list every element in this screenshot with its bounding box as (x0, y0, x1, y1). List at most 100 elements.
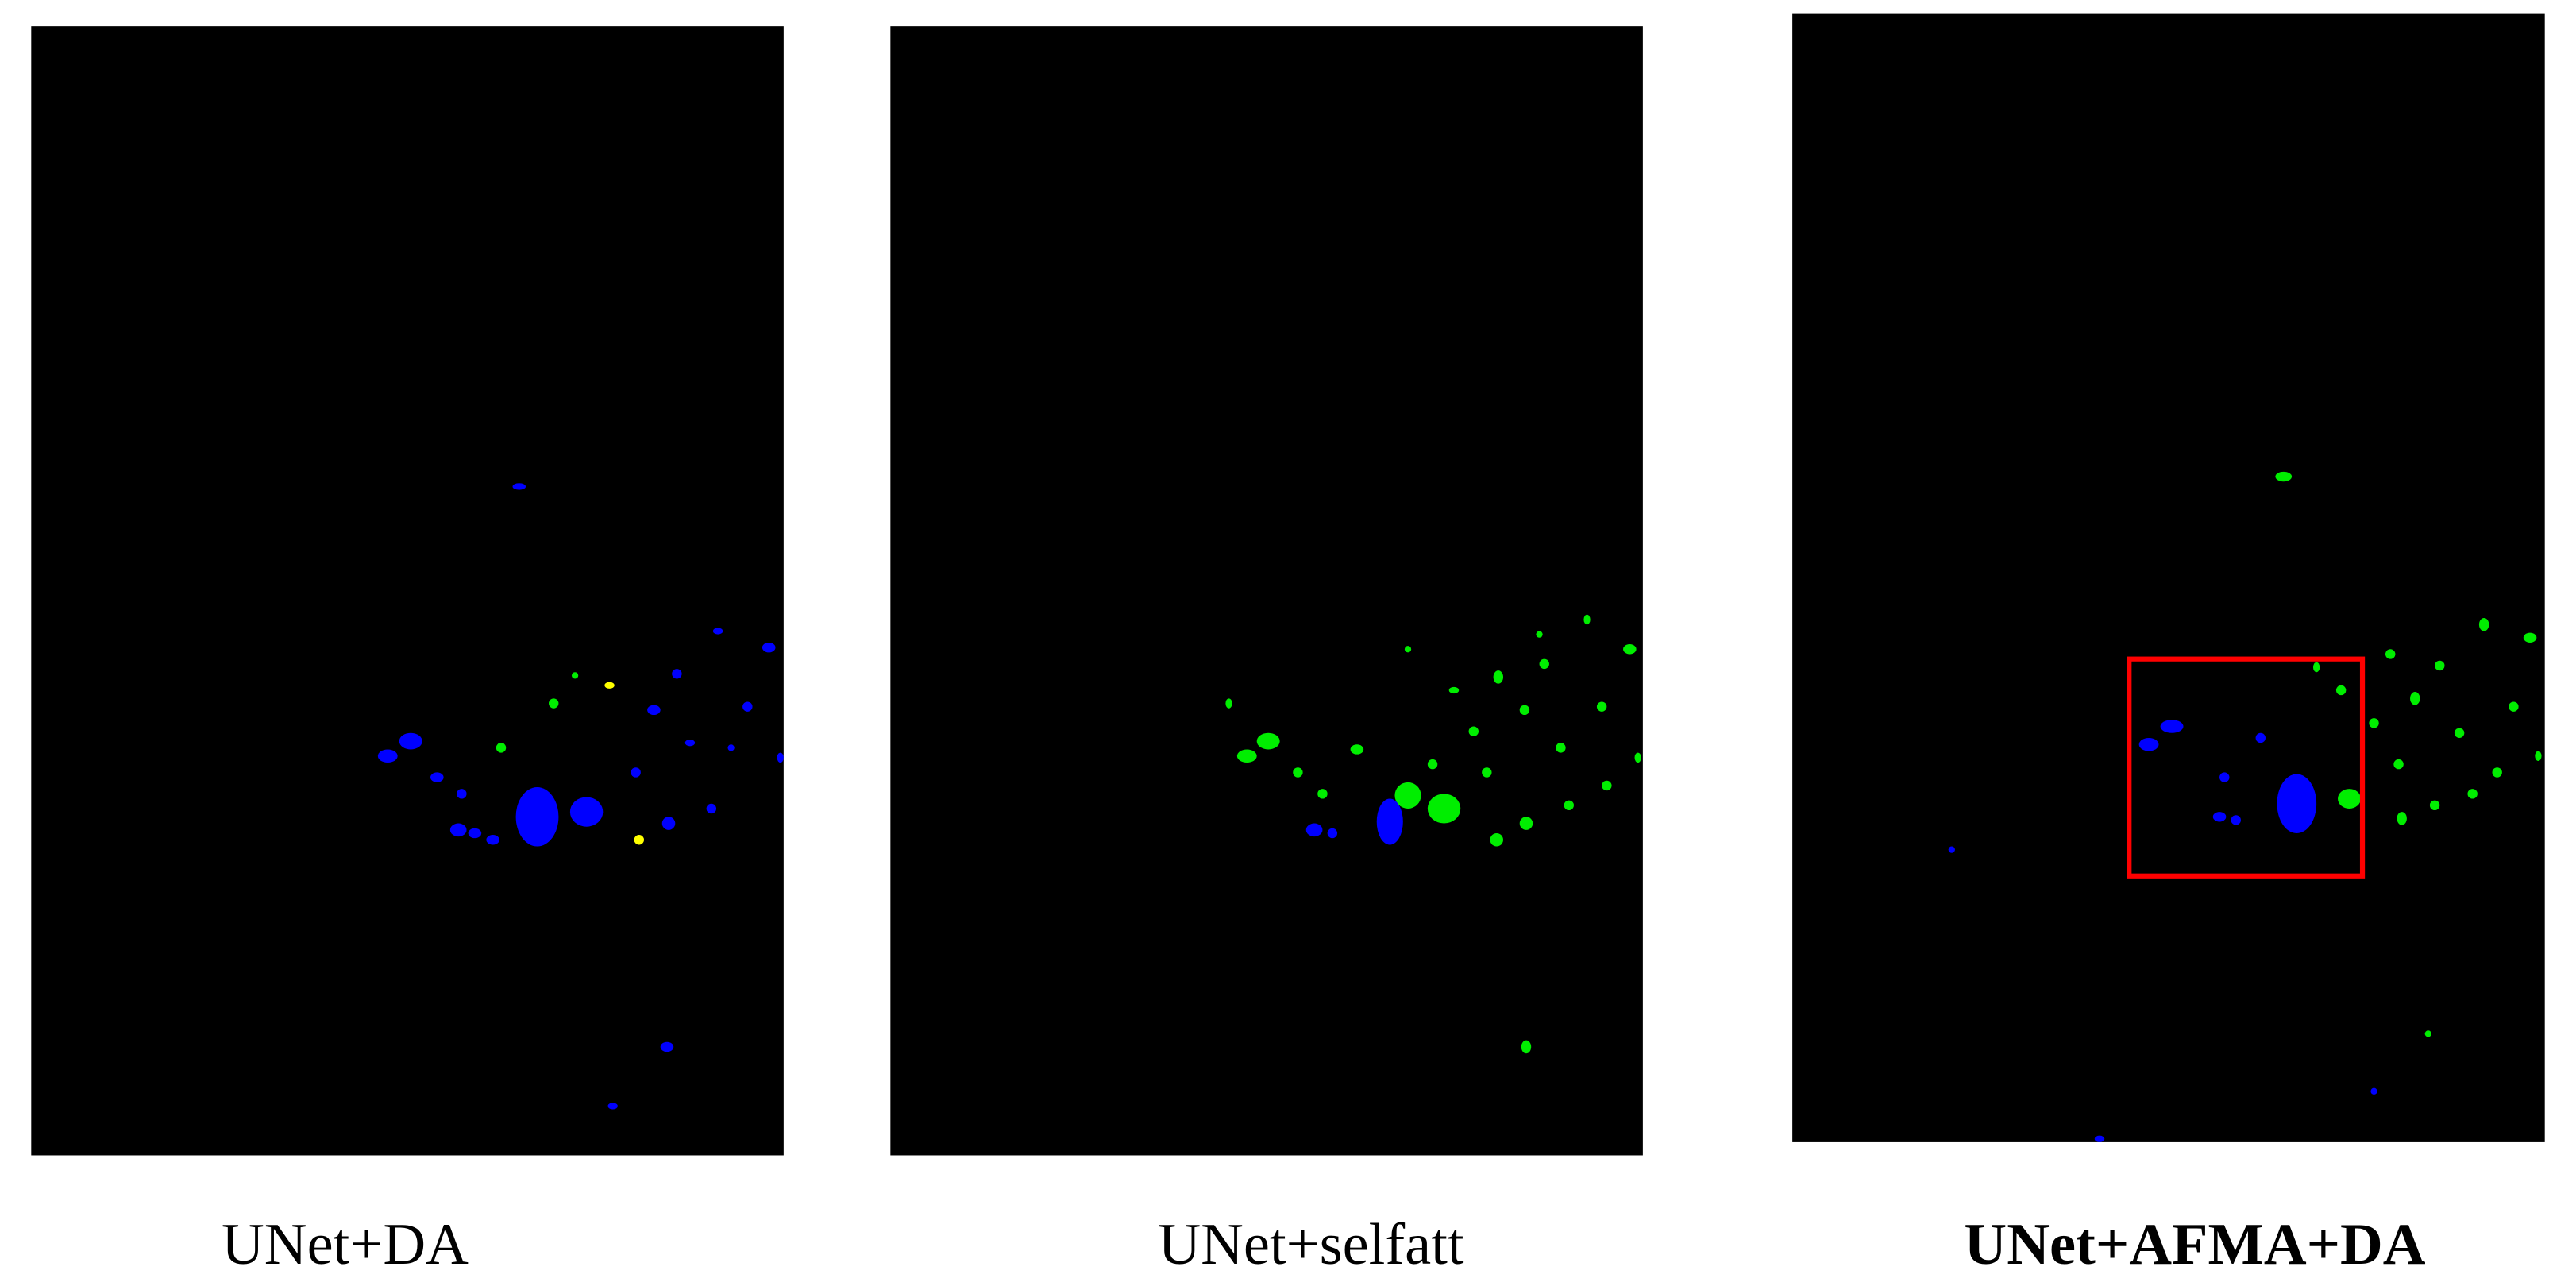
segment-blob (512, 483, 526, 490)
panel-1: UNet+DA (31, 26, 784, 1277)
segment-blob (399, 732, 422, 750)
segment-blob (2160, 720, 2184, 733)
segment-blob (2094, 1135, 2105, 1142)
segment-blob (571, 672, 579, 679)
caption: UNet+AFMA+DA (1964, 1212, 2425, 1277)
segment-blob (2454, 728, 2465, 738)
segment-blob (1376, 798, 1403, 845)
segments (1225, 614, 1641, 1054)
segment-blob (2410, 692, 2420, 705)
segments (1948, 471, 2542, 1142)
segment-blob (2535, 751, 2542, 761)
segment-blob (2138, 737, 2159, 751)
segment-blob (2478, 617, 2489, 631)
segment-blob (496, 743, 507, 753)
segment-blob (1305, 823, 1323, 837)
segment-blob (1583, 614, 1591, 625)
segment-blob (1596, 701, 1607, 712)
segment-blob (1482, 767, 1492, 778)
segment-blob (2393, 759, 2404, 770)
segment-blob (1634, 752, 1641, 763)
segment-blob (2397, 812, 2407, 825)
segment-blob (1225, 698, 1232, 709)
segment-blob (712, 628, 723, 635)
segment-blob (1448, 686, 1460, 694)
segment-blob (2275, 471, 2293, 482)
segment-blob (377, 749, 398, 763)
segment-blob (2429, 800, 2440, 811)
segment-blob (1556, 743, 1566, 753)
segment-blob (449, 823, 467, 837)
segment-blob (1521, 1040, 1532, 1054)
segmentation-image (890, 26, 1643, 1156)
segment-blob (1564, 800, 1574, 811)
segment-blob (1293, 767, 1303, 778)
segment-blob (672, 669, 682, 679)
segment-blob (549, 698, 559, 709)
panel-2: UNet+selfatt (890, 26, 1643, 1277)
segment-blob (515, 787, 559, 847)
segmentation-image (1792, 13, 2545, 1142)
segment-blob (1493, 670, 1504, 684)
highlight-box (2127, 656, 2366, 879)
segment-blob (684, 740, 696, 747)
segment-blob (1468, 726, 1479, 736)
segment-blob (762, 642, 776, 653)
segment-blob (1519, 705, 1530, 716)
caption: UNet+DA (222, 1212, 469, 1277)
segment-blob (661, 817, 676, 830)
segment-blob (2338, 789, 2361, 809)
segment-blob (1602, 780, 1612, 791)
segment-blob (1317, 789, 1328, 799)
segment-blob (604, 682, 615, 689)
segment-blob (1236, 749, 1257, 763)
segment-blob (2492, 767, 2502, 778)
segment-blob (430, 772, 444, 782)
segment-blob (2509, 701, 2519, 712)
segment-blob (1427, 759, 1438, 770)
segment-blob (2255, 732, 2266, 743)
segment-blob (1394, 782, 1421, 809)
segment-blob (2424, 1030, 2431, 1037)
segment-blob (2335, 685, 2347, 696)
segment-blob (2231, 815, 2241, 825)
segment-blob (2312, 662, 2320, 673)
segment-blob (647, 705, 661, 716)
segment-blob (2277, 774, 2317, 833)
segment-blob (2435, 660, 2445, 671)
segments (377, 483, 784, 1110)
segment-blob (569, 797, 604, 827)
segment-blob (1536, 631, 1543, 638)
segment-blob (631, 767, 641, 778)
segment-blob (2212, 812, 2227, 822)
segment-blob (660, 1041, 674, 1052)
caption: UNet+selfatt (1158, 1212, 1464, 1277)
segment-blob (1948, 846, 1955, 853)
segment-blob (2385, 649, 2396, 659)
segment-blob (1623, 644, 1637, 655)
segment-blob (607, 1103, 618, 1110)
segment-blob (1519, 817, 1533, 830)
segment-blob (2219, 772, 2230, 782)
segment-blob (742, 701, 753, 712)
segment-blob (2467, 789, 2478, 799)
segment-blob (486, 835, 499, 845)
segment-blob (1256, 732, 1280, 750)
segment-blob (2523, 632, 2537, 643)
segment-blob (2370, 1087, 2377, 1095)
segment-blob (1539, 658, 1549, 670)
segmentation-image (31, 26, 784, 1156)
segment-blob (1327, 828, 1338, 839)
panel-3: UNet+AFMA+DA (1792, 13, 2545, 1277)
segment-blob (468, 828, 482, 839)
segment-blob (634, 835, 644, 845)
segment-blob (706, 803, 717, 814)
segment-blob (1350, 744, 1364, 755)
segment-blob (777, 752, 784, 763)
segment-blob (1404, 646, 1412, 653)
segment-blob (1490, 832, 1504, 847)
segment-blob (1427, 794, 1461, 824)
segment-blob (727, 744, 735, 751)
